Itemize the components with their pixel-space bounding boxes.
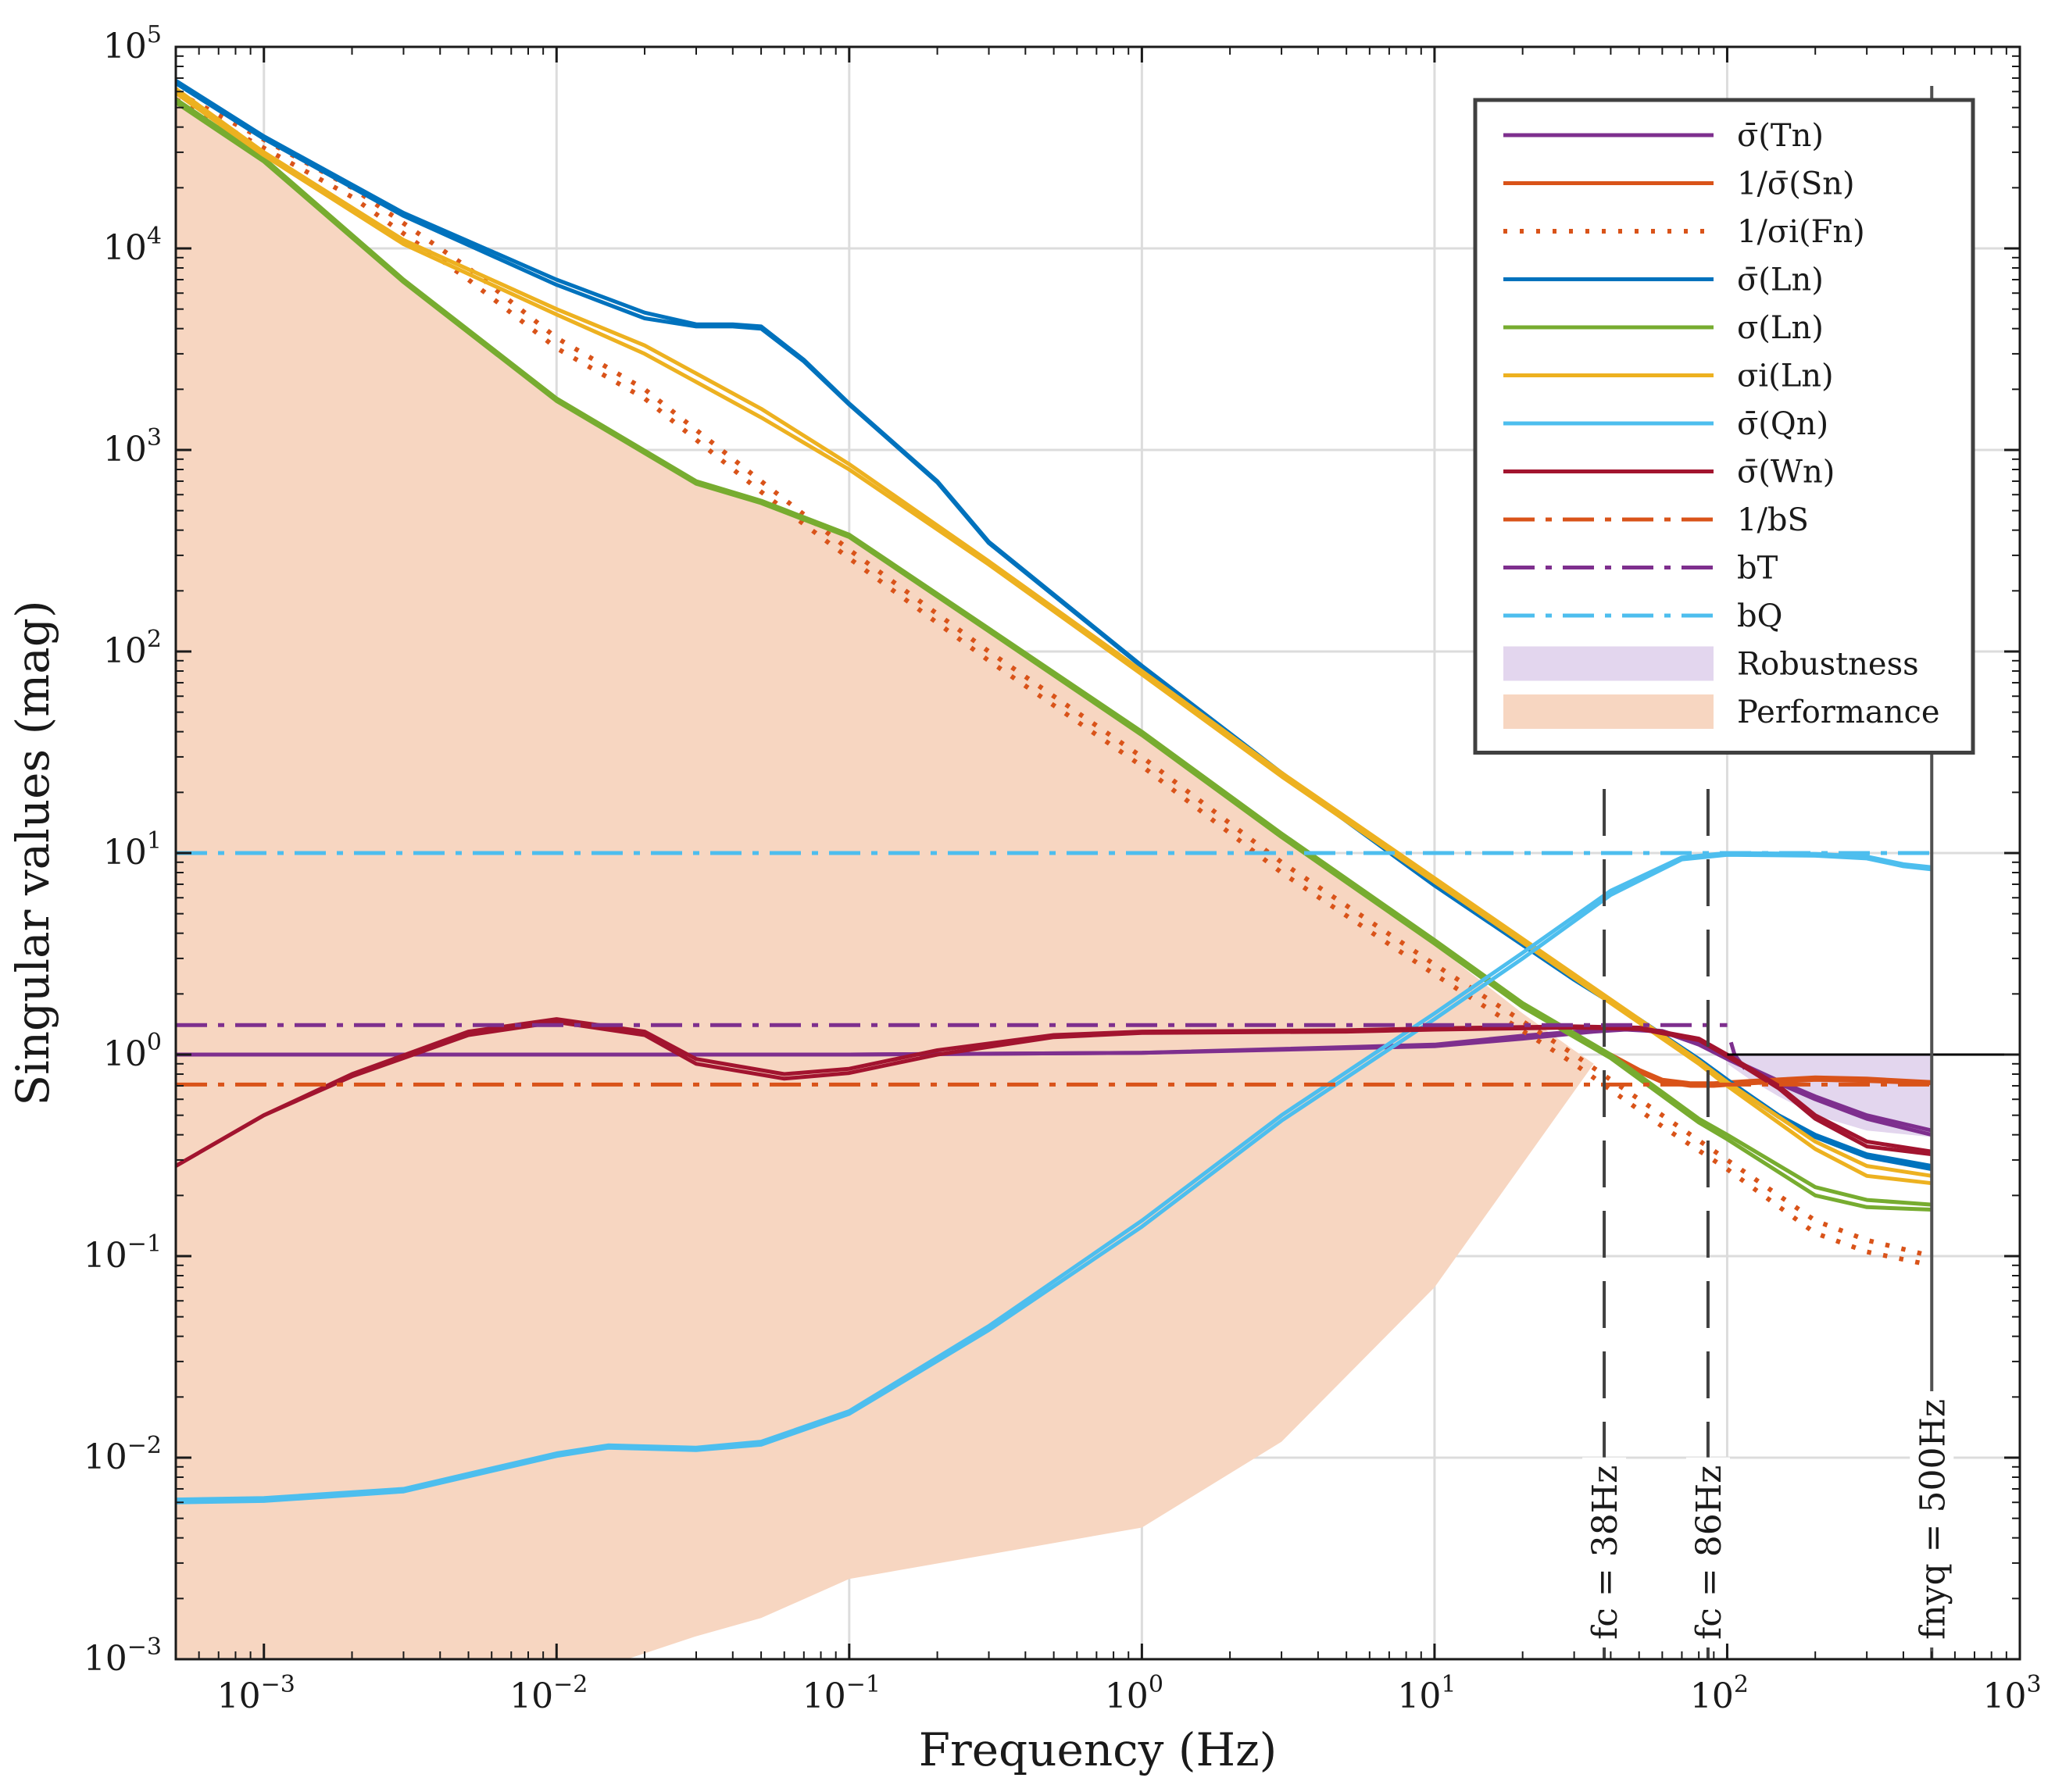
legend-label: σ̄(Tn): [1737, 118, 1824, 154]
vline-label: fc = 86Hz: [1689, 1465, 1729, 1640]
series-Lmin-0: [176, 97, 1932, 1207]
x-tick-exponent: 1: [1441, 1671, 1456, 1698]
y-tick-exponent: 3: [147, 424, 162, 452]
x-tick-exponent: −2: [553, 1671, 588, 1698]
x-tick-exponent: 3: [2026, 1671, 2041, 1698]
area-robust: [1727, 1055, 1932, 1137]
legend-label: Robustness: [1737, 647, 1919, 683]
y-tick-label: 104: [103, 223, 162, 268]
legend-label: 1/σi(Fn): [1737, 214, 1865, 250]
legend-label: σi(Ln): [1737, 359, 1834, 394]
x-tick-label: 100: [1105, 1671, 1163, 1716]
vline-label-bg: [1910, 1390, 1954, 1647]
vline-label-bg: [1685, 1457, 1730, 1647]
series-invF-0: [176, 89, 1933, 1258]
series-invS-0: [1610, 1052, 1932, 1088]
vline-label-bg: [1582, 1457, 1627, 1647]
x-tick-exponent: 0: [1149, 1671, 1163, 1698]
y-tick-label: 100: [103, 1029, 162, 1074]
y-tick-exponent: −1: [127, 1230, 162, 1258]
legend-label: bT: [1737, 551, 1778, 587]
y-tick-exponent: −3: [127, 1633, 162, 1661]
y-tick-label: 10−1: [84, 1230, 162, 1276]
x-tick-label: 10−2: [509, 1671, 588, 1716]
legend-label: 1/σ̄(Sn): [1737, 166, 1855, 202]
x-tick-label: 103: [1982, 1671, 2041, 1716]
legend-label: bQ: [1737, 598, 1782, 634]
y-tick-label: 103: [103, 424, 162, 469]
y-tick-exponent: 4: [147, 223, 162, 250]
series-invS-1: [1610, 1052, 1932, 1086]
legend-label: σ̄(Wn): [1737, 455, 1835, 491]
legend-swatch: [1503, 694, 1714, 729]
series-Qmax-1: [176, 852, 1932, 1505]
y-tick-label: 10−2: [84, 1432, 162, 1477]
legend-label: σ̄(Qn): [1737, 406, 1828, 442]
series-invF-1: [176, 97, 1932, 1268]
crossover-lines: fc = 38Hz fc = 86Hz fnyq = 500Hz: [1582, 86, 1954, 1659]
x-tick-label: 102: [1690, 1671, 1749, 1716]
y-tick-exponent: 2: [147, 626, 162, 653]
legend-label: σ̄(Ln): [1737, 262, 1824, 298]
legend-swatch: [1503, 646, 1714, 681]
legend-label: Performance: [1737, 694, 1940, 730]
legend: σ̄(Tn) 1/σ̄(Sn) 1/σi(Fn) σ̄(Ln) σ(Ln) σi(Ln) σ…: [1473, 98, 1975, 755]
x-tick-exponent: −1: [846, 1671, 881, 1698]
y-tick-label: 10−3: [84, 1633, 162, 1679]
x-tick-label: 10−3: [217, 1671, 295, 1716]
y-tick-label: 101: [103, 827, 162, 873]
y-tick-label: 105: [103, 21, 162, 66]
legend-label: 1/bS: [1737, 502, 1809, 538]
series-Li-0: [176, 87, 1932, 1178]
y-tick-exponent: 1: [147, 827, 162, 855]
x-tick-label: 101: [1397, 1671, 1456, 1716]
y-tick-exponent: −2: [127, 1432, 162, 1459]
series-lines: [176, 79, 2020, 1505]
series-Lmin-1: [176, 101, 1932, 1212]
x-tick-label: 10−1: [802, 1671, 881, 1716]
shaded-regions: [176, 99, 1932, 1659]
legend-label: σ(Ln): [1737, 310, 1824, 346]
vline-label: fc = 38Hz: [1585, 1465, 1625, 1640]
x-axis-title: Frequency (Hz): [919, 1723, 1278, 1776]
series-Li-1: [176, 91, 1932, 1186]
area-perf: [176, 99, 1594, 1659]
x-tick-exponent: −3: [261, 1671, 295, 1698]
series-W-1: [176, 1019, 1932, 1168]
x-tick-exponent: 2: [1734, 1671, 1749, 1698]
vline-label: fnyq = 500Hz: [1913, 1399, 1953, 1640]
y-axis-title: Singular values (mag): [6, 600, 59, 1105]
y-tick-exponent: 5: [147, 21, 162, 48]
legend-box: [1473, 98, 1975, 755]
y-tick-exponent: 0: [147, 1029, 162, 1056]
y-tick-label: 102: [103, 626, 162, 671]
